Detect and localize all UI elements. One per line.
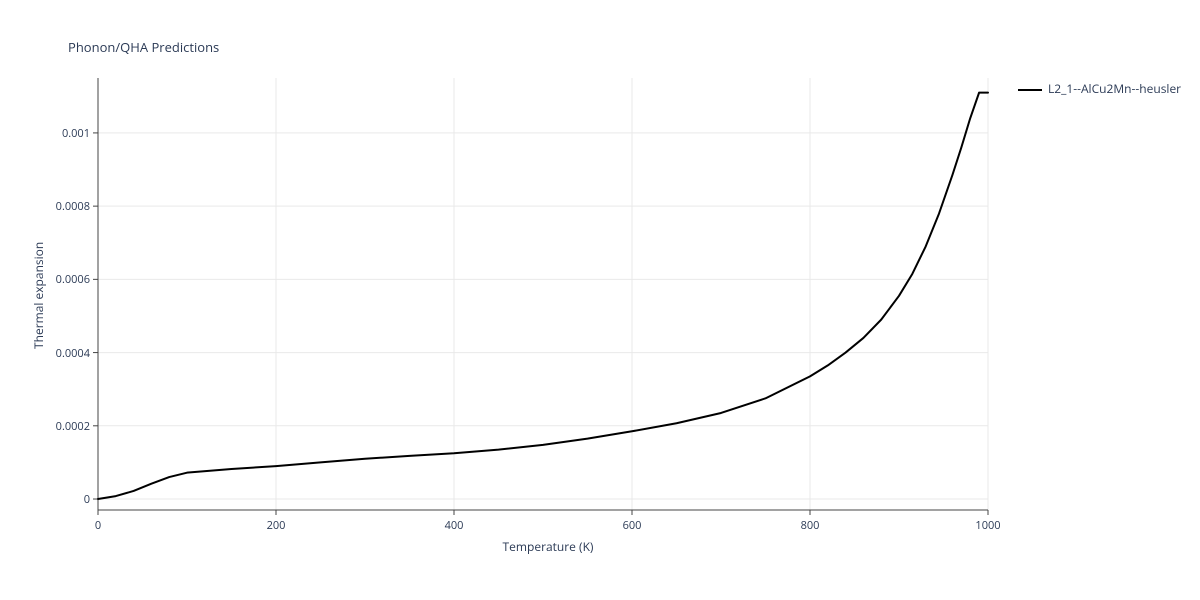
legend-swatch (1018, 89, 1042, 91)
x-axis-label: Temperature (K) (488, 538, 608, 555)
y-tick-label: 0.0006 (56, 272, 90, 287)
y-tick-label: 0.0002 (56, 419, 90, 434)
y-axis-label: Thermal expansion (30, 242, 47, 349)
chart-container: { "chart": { "type": "line", "title": "P… (0, 0, 1200, 600)
x-tick-label: 0 (83, 518, 113, 533)
legend-item: L2_1--AlCu2Mn--heusler (1018, 80, 1181, 97)
x-tick-label: 600 (617, 518, 647, 533)
y-tick-label: 0.0004 (56, 346, 90, 361)
x-tick-label: 200 (261, 518, 291, 533)
y-tick-label: 0.0008 (56, 199, 90, 214)
y-tick-label: 0.001 (62, 126, 90, 141)
x-tick-label: 400 (439, 518, 469, 533)
x-tick-label: 1000 (973, 518, 1003, 533)
legend-label: L2_1--AlCu2Mn--heusler (1048, 80, 1181, 97)
y-tick-label: 0 (84, 492, 90, 507)
legend: L2_1--AlCu2Mn--heusler (1018, 80, 1181, 97)
x-tick-label: 800 (795, 518, 825, 533)
